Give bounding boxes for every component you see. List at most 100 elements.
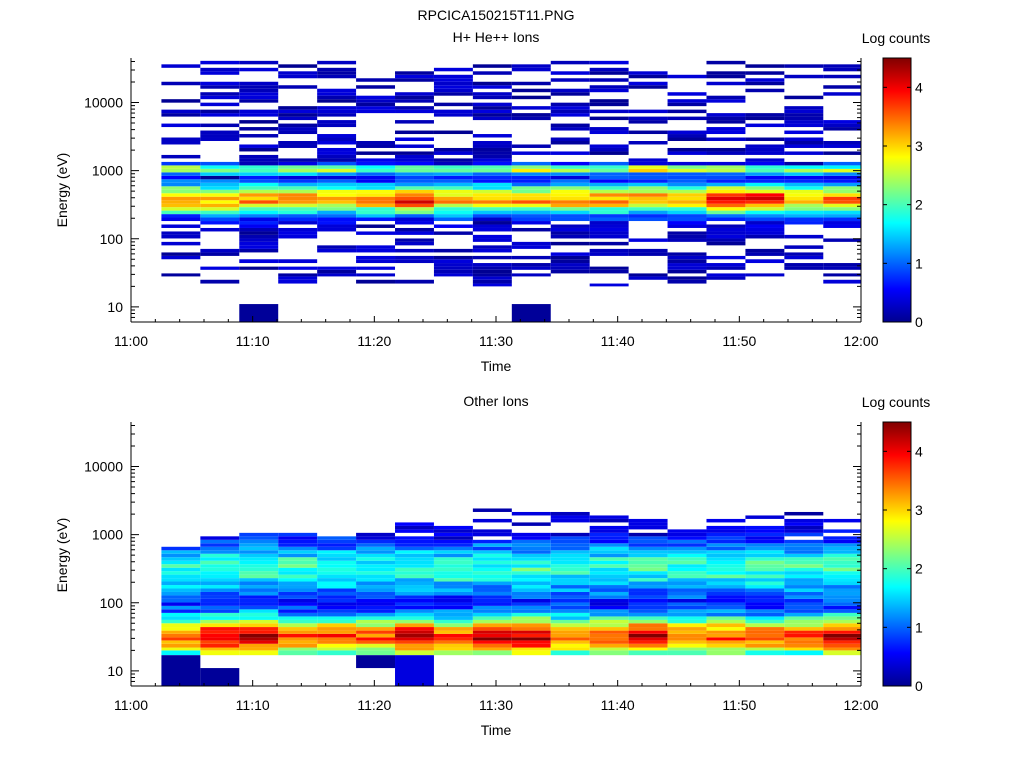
heatmap-cell bbox=[278, 127, 318, 131]
heatmap-cell bbox=[628, 650, 668, 656]
heatmap-cell bbox=[589, 227, 629, 232]
heatmap-cell bbox=[823, 273, 861, 277]
heatmap-cell bbox=[628, 581, 668, 586]
heatmap-cell bbox=[667, 581, 707, 586]
heatmap-cell bbox=[667, 231, 707, 235]
heatmap-cell bbox=[472, 633, 512, 638]
heatmap-cell bbox=[356, 165, 396, 169]
heatmap-cell bbox=[784, 64, 824, 68]
colorbar-tick-label: 2 bbox=[915, 561, 923, 577]
heatmap-cell bbox=[550, 598, 590, 603]
heatmap-cell bbox=[823, 238, 861, 242]
heatmap-cell bbox=[511, 585, 551, 589]
colorbar-ticks: 0 1 2 3 4 bbox=[883, 443, 923, 694]
heatmap-cell bbox=[589, 127, 629, 131]
heatmap-cell bbox=[823, 595, 861, 599]
heatmap-cell bbox=[161, 616, 201, 620]
heatmap-cell bbox=[511, 550, 551, 554]
heatmap-cell bbox=[745, 539, 785, 544]
heatmap-cell bbox=[589, 515, 629, 519]
heatmap-cell bbox=[200, 189, 240, 194]
heatmap-cell bbox=[317, 99, 357, 103]
heatmap-cell bbox=[784, 95, 824, 100]
heatmap-cell bbox=[356, 99, 396, 103]
heatmap-cell bbox=[745, 214, 785, 218]
heatmap-cell bbox=[200, 252, 240, 256]
heatmap-cell bbox=[784, 217, 824, 222]
heatmap-cell bbox=[628, 557, 668, 561]
heatmap-cell bbox=[161, 168, 201, 173]
heatmap-cell bbox=[472, 273, 512, 277]
heatmap-cell bbox=[628, 633, 668, 638]
heatmap-cell bbox=[317, 546, 357, 551]
heatmap-cell bbox=[395, 633, 434, 638]
heatmap-cell bbox=[667, 189, 707, 194]
heatmap-cell bbox=[356, 655, 396, 669]
heatmap-cell bbox=[317, 189, 357, 194]
heatmap-cell bbox=[628, 627, 668, 631]
heatmap-cell bbox=[667, 598, 707, 603]
heatmap-cell bbox=[239, 571, 279, 575]
heatmap-cell bbox=[395, 539, 434, 544]
heatmap-cell bbox=[395, 655, 434, 686]
heatmap-cell bbox=[511, 564, 551, 568]
heatmap-cell bbox=[823, 578, 861, 582]
heatmap-cell bbox=[511, 539, 551, 544]
heatmap-cell bbox=[511, 619, 551, 624]
heatmap-cell bbox=[278, 273, 318, 277]
heatmap-cell bbox=[511, 179, 551, 183]
heatmap-cell bbox=[161, 113, 201, 117]
heatmap-cell bbox=[550, 168, 590, 173]
heatmap-cell bbox=[200, 609, 240, 613]
heatmap-cell bbox=[395, 227, 434, 232]
heatmap-cell bbox=[823, 630, 861, 634]
heatmap-cell bbox=[550, 567, 590, 572]
heatmap-cell bbox=[667, 147, 707, 152]
heatmap-cell bbox=[278, 214, 318, 218]
heatmap-cell bbox=[161, 643, 201, 648]
heatmap-cell bbox=[511, 175, 551, 180]
heatmap-cell bbox=[745, 203, 785, 208]
heatmap-cell bbox=[278, 227, 318, 232]
heatmap-cell bbox=[706, 99, 746, 103]
heatmap-cell bbox=[278, 113, 318, 117]
heatmap-cell bbox=[784, 165, 824, 169]
heatmap-cell bbox=[511, 591, 551, 596]
heatmap-cell bbox=[433, 269, 473, 274]
heatmap-cell bbox=[395, 99, 434, 103]
heatmap-cell bbox=[784, 189, 824, 194]
x-axis-label: Time bbox=[481, 358, 512, 374]
heatmap-cell bbox=[317, 273, 357, 277]
heatmap-cell bbox=[356, 179, 396, 183]
heatmap-cell bbox=[317, 578, 357, 582]
heatmap-cell bbox=[161, 81, 201, 86]
heatmap-cell bbox=[511, 536, 551, 540]
heatmap-cell bbox=[317, 227, 357, 232]
heatmap-cell bbox=[161, 612, 201, 617]
heatmap-cell bbox=[200, 193, 240, 197]
heatmap-cell bbox=[395, 161, 434, 166]
heatmap-cell bbox=[395, 647, 434, 651]
heatmap-cell bbox=[395, 165, 434, 169]
heatmap-cell bbox=[823, 210, 861, 215]
heatmap-cell bbox=[550, 92, 590, 96]
heatmap-cell bbox=[278, 637, 318, 641]
heatmap-cell bbox=[395, 221, 434, 225]
heatmap-cell bbox=[745, 175, 785, 180]
heatmap-cell bbox=[550, 532, 590, 537]
heatmap-cell bbox=[278, 217, 318, 222]
heatmap-cell bbox=[395, 598, 434, 603]
heatmap-cell bbox=[706, 640, 746, 644]
heatmap-cell bbox=[317, 60, 357, 65]
heatmap-cell bbox=[356, 539, 396, 544]
heatmap-cell bbox=[745, 224, 785, 228]
heatmap-cell bbox=[589, 550, 629, 554]
heatmap-cell bbox=[706, 217, 746, 222]
heatmap-cell bbox=[278, 553, 318, 558]
heatmap-cell bbox=[472, 585, 512, 589]
heatmap-cell bbox=[589, 269, 629, 274]
heatmap-cell bbox=[784, 543, 824, 547]
heatmap-cell bbox=[161, 598, 201, 603]
heatmap-cell bbox=[472, 609, 512, 613]
heatmap-cell bbox=[395, 560, 434, 565]
